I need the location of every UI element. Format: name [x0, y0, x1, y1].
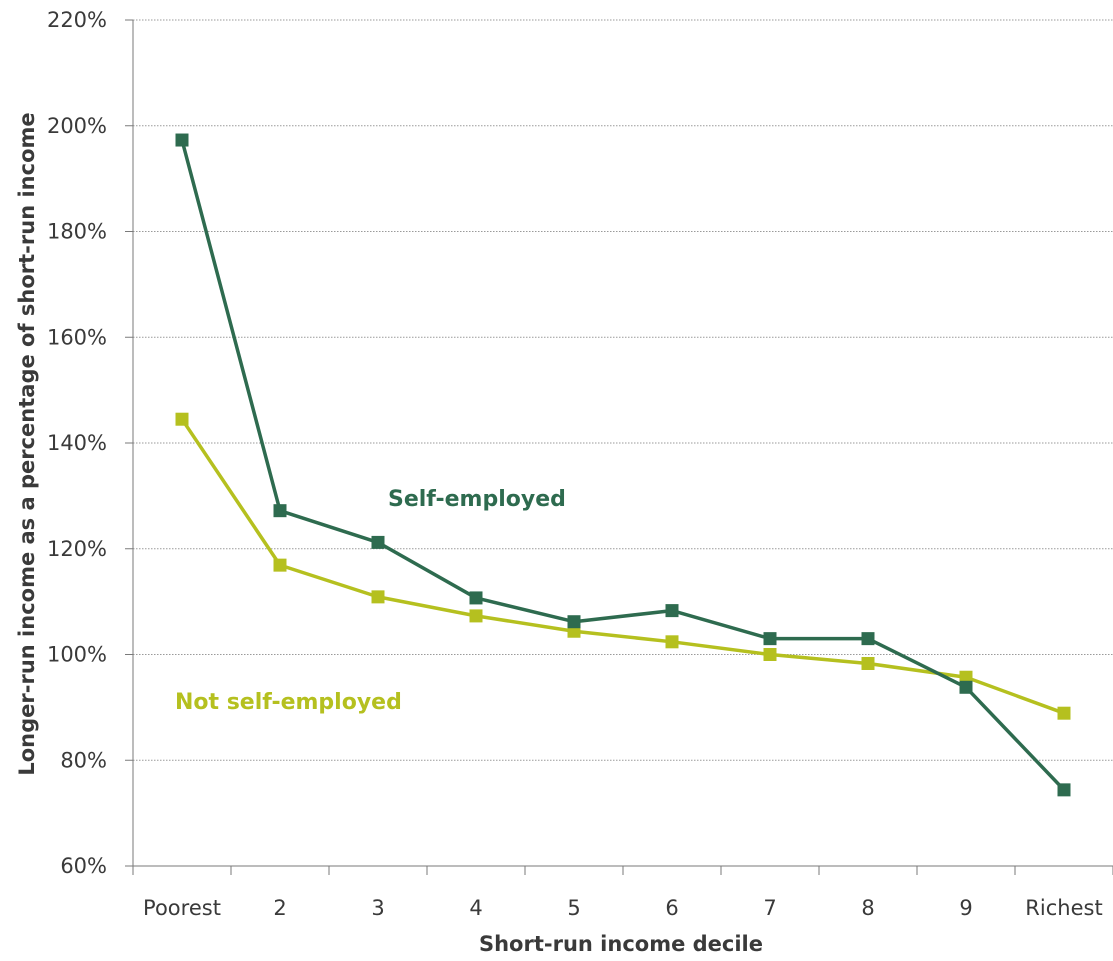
data-point-not-self-employed [273, 558, 287, 572]
x-tick-label: Richest [1025, 896, 1102, 920]
x-axis: Poorest 2 3 4 5 6 7 8 9 Richest [132, 20, 1113, 920]
y-tick-label: 200% [47, 114, 107, 138]
data-point-self-employed [1057, 783, 1071, 797]
x-tick-label: 3 [371, 896, 384, 920]
x-tick-label: 6 [665, 896, 678, 920]
data-point-self-employed [665, 604, 679, 618]
y-tick-label: 220% [47, 8, 107, 32]
y-tick-label: 100% [47, 643, 107, 667]
data-point-not-self-employed [1057, 706, 1071, 720]
series-line-self-employed [180, 139, 1066, 792]
x-tick-label: Poorest [143, 896, 221, 920]
x-tick-label: 2 [273, 896, 286, 920]
data-point-not-self-employed [763, 648, 777, 661]
series-self-employed [175, 133, 1071, 797]
data-point-self-employed [567, 615, 581, 629]
y-tick-label: 180% [47, 220, 107, 244]
y-tick-label: 80% [60, 748, 107, 772]
y-tick-label: 140% [47, 431, 107, 455]
data-point-not-self-employed [959, 670, 973, 684]
series-label-not-self-employed: Not self-employed [175, 690, 402, 715]
data-point-not-self-employed [371, 590, 385, 604]
data-point-self-employed [861, 632, 875, 646]
x-tick-label: 7 [763, 896, 776, 920]
x-tick-label: 5 [567, 896, 580, 920]
x-tick-label: 9 [959, 896, 972, 920]
data-point-not-self-employed [861, 656, 875, 670]
y-axis-ticks: 60% 80% 100% 120% 140% 160% 180% 200% 220% [47, 8, 133, 878]
x-tick-label: 4 [469, 896, 482, 920]
data-point-self-employed [175, 133, 189, 147]
data-point-self-employed [469, 591, 483, 605]
gridlines [133, 19, 1113, 761]
data-point-not-self-employed [175, 412, 189, 426]
series-line-not-self-employed [180, 418, 1065, 715]
y-tick-label: 60% [60, 854, 107, 878]
data-point-self-employed [959, 680, 973, 694]
data-point-self-employed [273, 504, 287, 518]
series-group [175, 133, 1071, 797]
x-axis-title: Short-run income decile [479, 932, 763, 956]
data-point-not-self-employed [665, 635, 679, 649]
y-tick-label: 120% [47, 537, 107, 561]
data-point-self-employed [763, 632, 777, 646]
data-point-not-self-employed [469, 609, 483, 623]
series-not-self-employed [175, 412, 1071, 720]
y-axis-title: Longer-run income as a percentage of sho… [15, 112, 39, 775]
series-label-self-employed: Self-employed [388, 487, 566, 512]
x-tick-label: 8 [861, 896, 874, 920]
data-point-self-employed [371, 535, 385, 549]
y-tick-label: 160% [47, 325, 107, 349]
